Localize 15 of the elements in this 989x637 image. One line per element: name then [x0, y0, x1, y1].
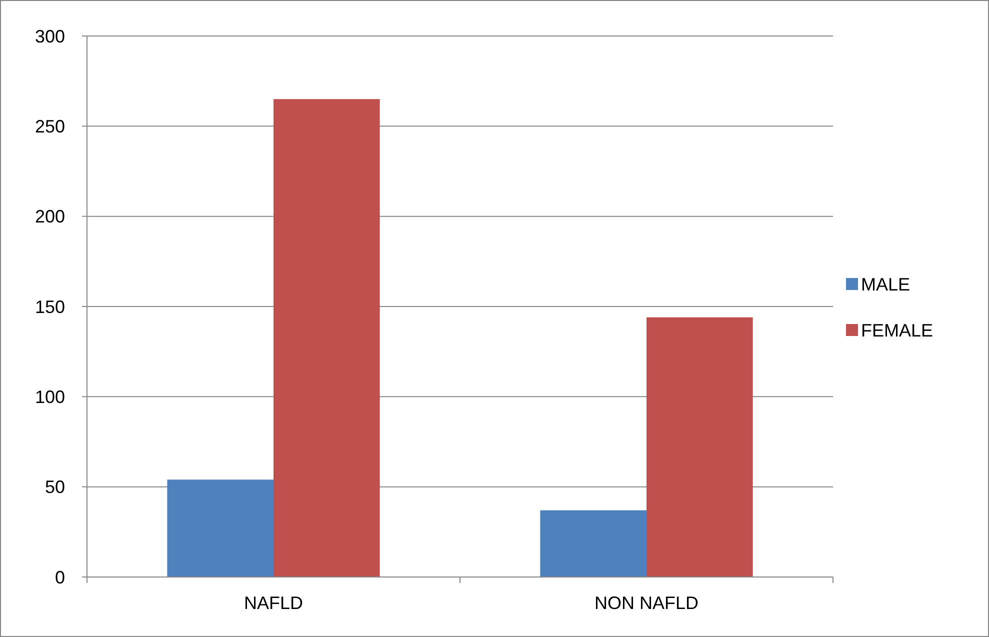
- bar: [540, 510, 646, 577]
- y-tick-label: 100: [34, 386, 65, 407]
- bar: [167, 480, 274, 577]
- y-tick-label: 200: [34, 206, 65, 227]
- x-tick-label: NON NAFLD: [594, 593, 699, 613]
- legend-label: FEMALE: [861, 320, 934, 340]
- x-tick-label: NAFLD: [244, 593, 304, 613]
- legend-label: MALE: [861, 274, 910, 294]
- y-tick-label: 300: [34, 26, 65, 46]
- bar: [274, 99, 380, 577]
- bar: [646, 317, 753, 577]
- y-tick-label: 0: [54, 567, 65, 588]
- y-tick-label: 50: [44, 477, 65, 498]
- y-tick-label: 150: [34, 296, 65, 317]
- y-tick-label: 250: [34, 116, 65, 136]
